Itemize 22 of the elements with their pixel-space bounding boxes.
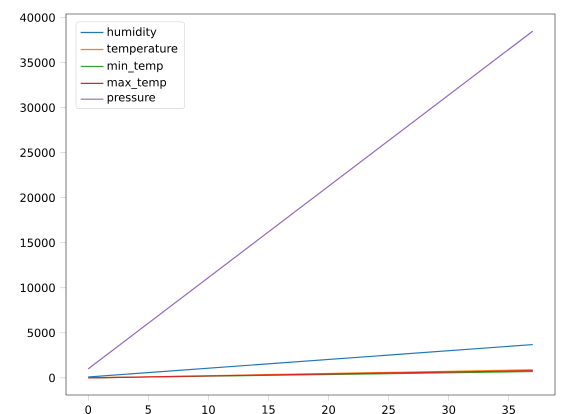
legend-label: min_temp: [108, 61, 163, 72]
x-tick-label: 0: [85, 405, 92, 414]
y-tick-label: 5000: [28, 328, 55, 338]
legend-label: pressure: [108, 95, 156, 104]
y-tick-label: 30000: [20, 103, 55, 112]
x-tick-label: 15: [262, 405, 275, 414]
x-tick-label: 25: [382, 405, 395, 414]
x-tick-label: 30: [442, 405, 456, 414]
x-tick-label: 5: [146, 405, 151, 414]
y-tick-label: 0: [49, 374, 55, 382]
x-tick-label: 10: [202, 405, 215, 414]
y-tick-label: 20000: [20, 193, 55, 202]
legend-label: max_temp: [108, 78, 166, 90]
y-tick-label: 15000: [20, 238, 55, 248]
y-tick-label: 25000: [20, 148, 55, 157]
y-tick-label: 40000: [20, 13, 55, 22]
legend-label: humidity: [108, 27, 156, 38]
legend-label: temperature: [106, 44, 178, 55]
y-tick-label: 35000: [20, 58, 55, 67]
x-tick-label: 20: [322, 405, 335, 414]
x-tick-label: 35: [502, 405, 515, 414]
y-tick-label: 10000: [20, 284, 55, 292]
